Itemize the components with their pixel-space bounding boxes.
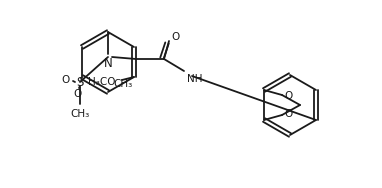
Text: O: O: [284, 91, 292, 101]
Text: O: O: [284, 109, 292, 119]
Text: H₃CO: H₃CO: [89, 77, 116, 87]
Text: CH₃: CH₃: [70, 109, 90, 119]
Text: S: S: [76, 76, 84, 89]
Text: CH₃: CH₃: [113, 79, 132, 89]
Text: O: O: [74, 89, 82, 99]
Text: O: O: [171, 32, 179, 42]
Text: N: N: [104, 57, 112, 70]
Text: NH: NH: [187, 74, 202, 84]
Text: O: O: [62, 75, 70, 85]
